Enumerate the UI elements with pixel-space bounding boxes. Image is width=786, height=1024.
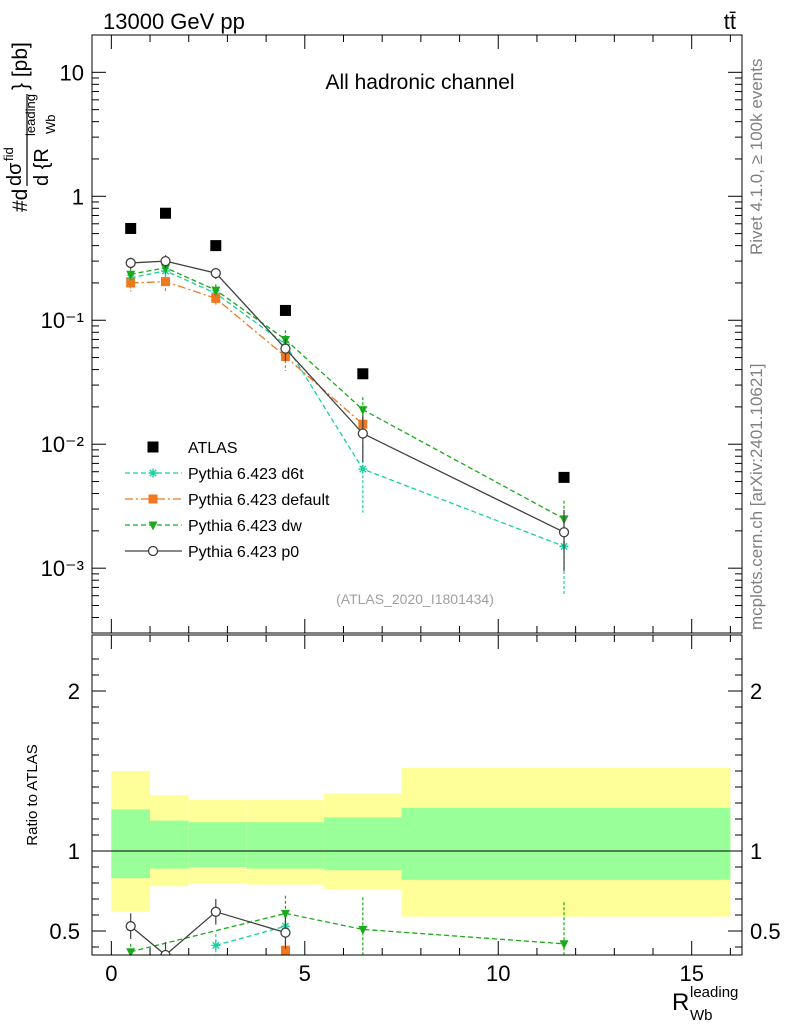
ratio-data-point: [280, 909, 290, 919]
ratio-panel-frame: [91, 634, 743, 956]
main-panel-frame: [91, 34, 743, 634]
data-point: [161, 277, 171, 287]
uncertainty-band-inner: [111, 809, 151, 879]
data-point: [160, 255, 171, 267]
main-panel: 10⁻³ 10⁻² 10⁻¹ 1 10 All hadronic channel (AT…: [1, 34, 743, 634]
data-point: [125, 222, 137, 234]
ratio-panel: 0 5 10 15 0.5 0.5 1 1 2 2 Ratio to ATLAS R leadin…: [24, 634, 781, 1024]
data-point: [280, 343, 291, 354]
data-point: [210, 240, 222, 252]
ratio-y-tick-label-right: 2: [750, 679, 762, 704]
ratio-y-tick-label: 1: [68, 839, 80, 864]
legend-marker: [147, 441, 159, 453]
xlabel-base: R: [672, 989, 689, 1016]
ratio-data-point: [125, 921, 136, 932]
data-point: [558, 527, 570, 538]
ratio-data-point: [160, 949, 171, 955]
x-tick-label: 0: [105, 961, 117, 986]
legend-marker: [148, 468, 158, 478]
series-line: [130, 260, 565, 533]
ylabel-numerator: dσ: [4, 162, 26, 186]
data-point: [125, 257, 136, 269]
data-point: [358, 406, 368, 416]
ratio-data-point: [211, 940, 221, 950]
data-point: [279, 304, 291, 316]
uncertainty-band-inner: [401, 807, 731, 880]
ylabel-denominator-sub: Wb: [43, 115, 58, 135]
rivet-version-label: Rivet 4.1.0, ≥ 100k events: [747, 59, 766, 255]
ratio-y-tick-label: 2: [68, 679, 80, 704]
uncertainty-band-inner: [188, 822, 247, 867]
main-y-axis-label: #d dσ fid d {R leading Wb } [pb]: [1, 42, 58, 212]
series-pythia-6-423-p0: [125, 255, 570, 571]
ratio-y-tick-label: 0.5: [49, 919, 80, 944]
ylabel-suffix: } [pb]: [9, 42, 32, 90]
ylabel-numerator-sup: fid: [1, 147, 16, 161]
ratio-series-pythia-6-423-p0: [125, 899, 291, 955]
legend: ATLAS Pythia 6.423 d6t Pythia 6.423 defaul…: [125, 440, 330, 561]
x-tick-label: 15: [679, 961, 703, 986]
legend-label: ATLAS: [188, 440, 238, 457]
legend-label: Pythia 6.423 default: [188, 492, 330, 509]
main-y-tick-label: 10⁻²: [41, 432, 84, 457]
energy-label: 13000 GeV pp: [103, 9, 245, 34]
data-point: [211, 293, 221, 303]
ratio-data-point: [358, 925, 368, 935]
legend-marker: [148, 494, 158, 504]
main-y-tick-label: 1: [72, 184, 84, 209]
data-point: [126, 270, 136, 280]
ratio-data-point: [280, 945, 290, 955]
ylabel-denominator: d {R: [31, 148, 53, 186]
ylabel-prefix: #d: [9, 189, 32, 212]
uncertainty-band-inner: [324, 817, 402, 871]
ratio-data-point: [210, 906, 221, 917]
xlabel-sub: Wb: [690, 1007, 713, 1024]
data-point: [211, 286, 221, 296]
ratio-series-line: [130, 911, 286, 955]
data-point: [126, 278, 136, 288]
main-title: All hadronic channel: [325, 71, 514, 94]
data-point: [558, 471, 570, 483]
ratio-y-axis-label: Ratio to ATLAS: [24, 744, 41, 845]
mcplots-label: mcplots.cern.ch [arXiv:2401.10621]: [747, 364, 766, 630]
uncertainty-band-inner: [246, 822, 325, 869]
series-atlas: [125, 207, 570, 483]
legend-marker: [147, 545, 159, 557]
data-point: [210, 267, 221, 279]
legend-label: Pythia 6.423 d6t: [188, 466, 304, 483]
x-tick-label: 10: [486, 961, 510, 986]
legend-label: Pythia 6.423 dw: [188, 518, 302, 535]
data-point: [161, 264, 171, 274]
data-point: [358, 464, 368, 474]
ratio-y-tick-label-right: 0.5: [750, 919, 781, 944]
x-axis-label: R leading Wb: [672, 984, 738, 1024]
series-line: [130, 280, 364, 425]
x-tick-label: 5: [299, 961, 311, 986]
ratio-data-point: [126, 948, 136, 955]
legend-label: Pythia 6.423 p0: [188, 544, 299, 561]
ratio-data-point: [559, 940, 569, 950]
main-y-tick-label: 10: [60, 60, 84, 85]
analysis-tag: (ATLAS_2020_I1801434): [336, 591, 494, 607]
process-label: tt̄: [724, 9, 736, 34]
ratio-series-pythia-6-423-dw: [126, 895, 569, 955]
main-y-tick-label: 10⁻¹: [41, 308, 84, 333]
data-point: [357, 428, 368, 439]
xlabel-sup: leading: [690, 984, 738, 1001]
series-pythia-6-423-default: [126, 273, 368, 442]
ylabel-denominator-sup: leading: [23, 94, 38, 136]
ratio-series-group: [125, 895, 569, 955]
ratio-series-line: [130, 912, 565, 953]
ratio-data-point: [280, 927, 291, 938]
legend-marker: [148, 521, 158, 531]
ratio-y-tick-label-right: 1: [750, 839, 762, 864]
data-point: [357, 368, 369, 380]
data-point: [160, 207, 172, 219]
uncertainty-band-inner: [150, 820, 189, 869]
main-y-tick-label: 10⁻³: [41, 556, 84, 581]
ratio-series-pythia-6-423-d6t: [211, 910, 290, 955]
